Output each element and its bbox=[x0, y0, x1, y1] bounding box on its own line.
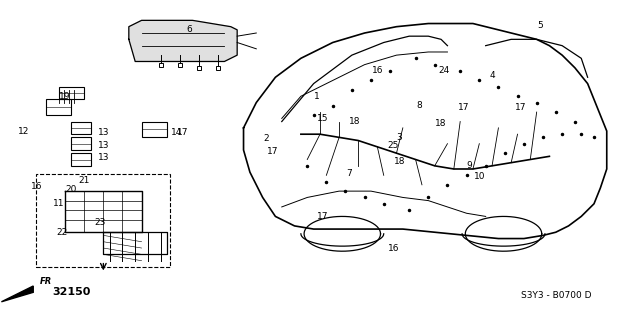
Polygon shape bbox=[1, 286, 33, 302]
Text: 18: 18 bbox=[349, 117, 361, 126]
Text: 2: 2 bbox=[263, 134, 269, 144]
Text: 17: 17 bbox=[177, 128, 189, 137]
Text: 13: 13 bbox=[97, 153, 109, 162]
Polygon shape bbox=[129, 20, 237, 62]
Text: 8: 8 bbox=[416, 101, 422, 110]
Text: 19: 19 bbox=[60, 92, 71, 101]
Bar bbox=[36, 174, 170, 267]
Text: S3Y3 - B0700 D: S3Y3 - B0700 D bbox=[520, 291, 591, 300]
Text: 14: 14 bbox=[171, 128, 182, 137]
Text: FR: FR bbox=[40, 277, 52, 286]
Text: 17: 17 bbox=[317, 212, 329, 221]
Bar bbox=[72, 153, 91, 166]
Text: 13: 13 bbox=[97, 141, 109, 150]
Text: 23: 23 bbox=[95, 218, 106, 227]
Text: 11: 11 bbox=[53, 199, 65, 208]
Bar bbox=[72, 137, 91, 150]
Text: 16: 16 bbox=[372, 66, 383, 76]
Text: 17: 17 bbox=[458, 103, 469, 112]
Text: 3: 3 bbox=[397, 133, 403, 142]
Text: 10: 10 bbox=[474, 172, 485, 182]
Bar bbox=[46, 100, 72, 115]
Text: 6: 6 bbox=[186, 25, 192, 34]
Text: 13: 13 bbox=[97, 128, 109, 137]
Text: 25: 25 bbox=[388, 141, 399, 150]
Text: 15: 15 bbox=[317, 114, 329, 123]
Text: 21: 21 bbox=[79, 175, 90, 185]
Text: 5: 5 bbox=[537, 21, 543, 30]
Text: 24: 24 bbox=[438, 66, 450, 76]
Text: 7: 7 bbox=[346, 169, 351, 178]
Text: 16: 16 bbox=[388, 243, 399, 253]
Text: 9: 9 bbox=[467, 161, 472, 170]
Bar bbox=[141, 122, 167, 137]
Text: 32150: 32150 bbox=[52, 287, 91, 297]
Text: 1: 1 bbox=[314, 92, 320, 101]
Bar bbox=[72, 122, 91, 134]
Text: 4: 4 bbox=[489, 71, 495, 80]
Text: 17: 17 bbox=[515, 103, 527, 112]
Text: 16: 16 bbox=[31, 182, 42, 191]
Text: 20: 20 bbox=[66, 185, 77, 194]
Text: 12: 12 bbox=[18, 127, 29, 136]
Text: 17: 17 bbox=[266, 147, 278, 156]
Text: 18: 18 bbox=[394, 157, 405, 166]
Text: 22: 22 bbox=[56, 228, 68, 237]
Bar bbox=[59, 87, 84, 100]
Text: 18: 18 bbox=[435, 119, 447, 128]
